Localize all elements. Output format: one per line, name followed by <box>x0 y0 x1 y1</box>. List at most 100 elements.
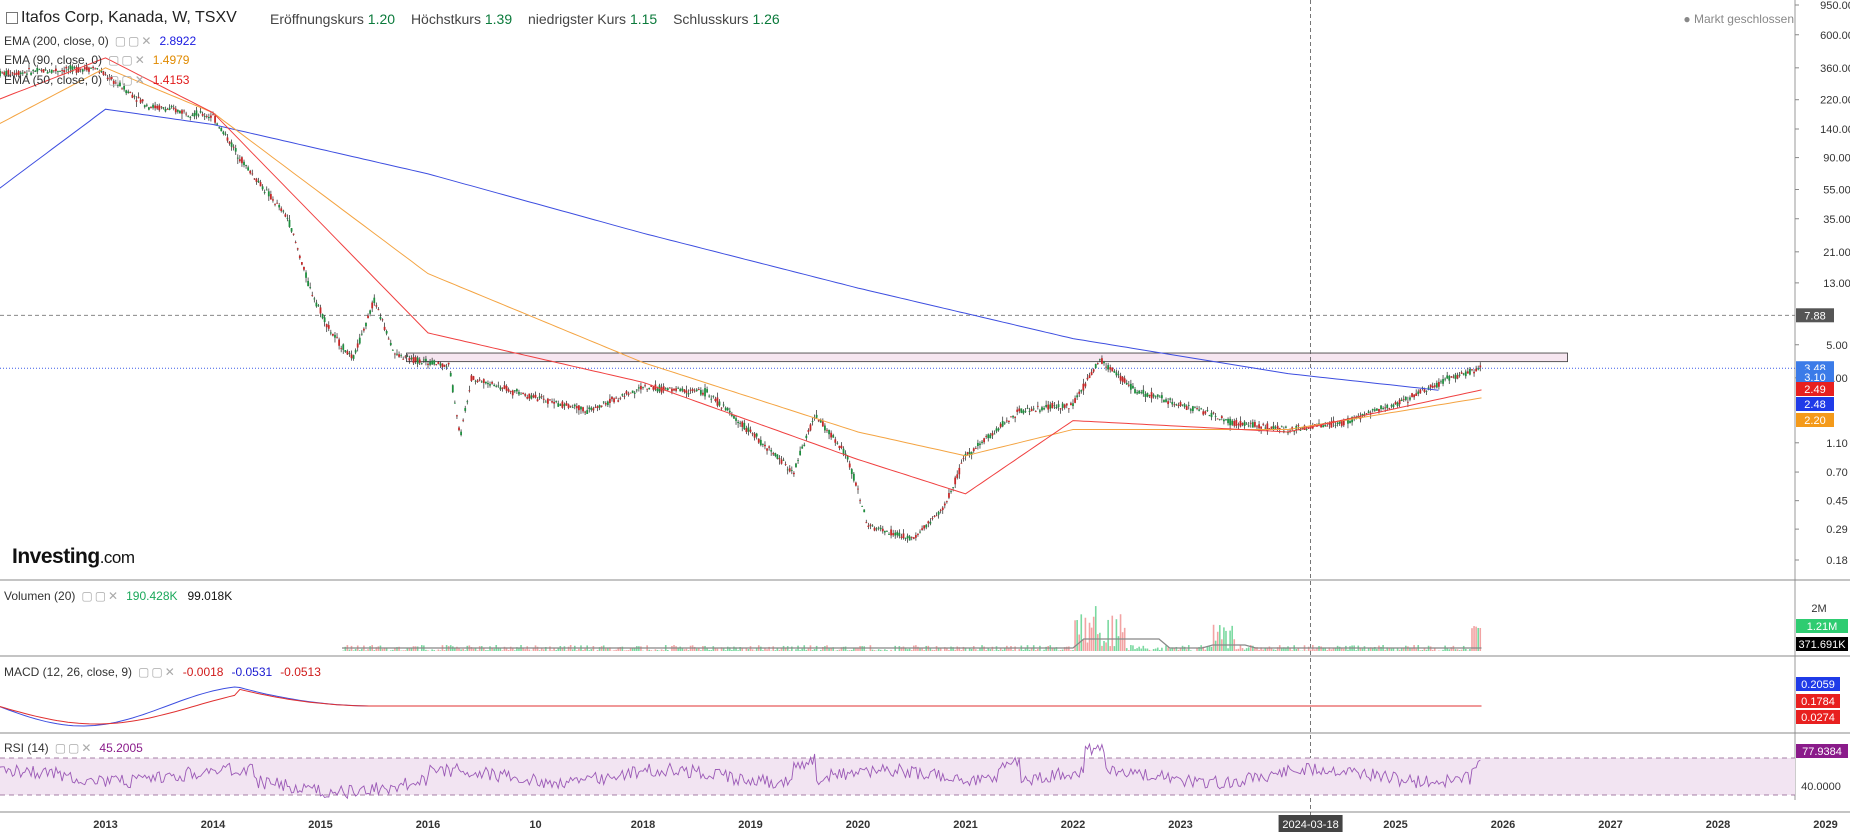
volume-bar <box>396 647 398 651</box>
candle-body <box>228 141 231 144</box>
collapse-icon[interactable] <box>6 11 18 24</box>
ohlc-close-value: 1.26 <box>752 11 780 27</box>
volume-bar <box>1349 646 1351 651</box>
volume-bar <box>722 647 725 651</box>
volume-bar <box>609 647 611 651</box>
candle-body <box>859 500 861 502</box>
volume-bar <box>524 649 526 651</box>
candle-body <box>575 406 578 409</box>
candle-body <box>1220 416 1223 418</box>
volume-bar <box>1045 646 1047 651</box>
ema200-legend[interactable]: EMA (200, close, 0) ▢▢✕ 2.8922 <box>4 34 196 48</box>
candle-body <box>766 448 768 451</box>
ema200-label: EMA (200, close, 0) <box>4 34 109 48</box>
volume-bar <box>377 646 380 651</box>
candle-body <box>431 360 434 365</box>
candle-body <box>1303 425 1306 430</box>
candle-body <box>1415 393 1418 396</box>
candle-body <box>7 70 10 75</box>
candle-body <box>1028 410 1031 412</box>
candle-body <box>815 414 818 418</box>
volume-legend[interactable]: Volumen (20) ▢▢✕ 190.428K 99.018K <box>4 589 232 603</box>
volume-bar <box>1076 620 1078 651</box>
candle-body <box>567 404 570 408</box>
volume-bar <box>919 648 921 651</box>
candle-body <box>1138 390 1141 394</box>
candle-body <box>910 536 913 538</box>
candle-body <box>728 410 731 413</box>
candle-body <box>561 401 564 408</box>
candle-body <box>1030 408 1033 412</box>
candle-body <box>1101 358 1103 364</box>
candle-body <box>102 71 105 75</box>
indicator-controls-icon[interactable]: ▢▢✕ <box>108 73 147 87</box>
volume-bar <box>1121 632 1124 651</box>
candle-body <box>945 501 948 503</box>
candle-body <box>803 444 806 447</box>
candle-body <box>741 421 744 427</box>
volume-bar <box>1043 649 1045 651</box>
volume-bar <box>555 650 557 651</box>
volume-bar <box>439 650 442 651</box>
volume-bar <box>726 646 729 651</box>
volume-bar <box>1119 614 1122 651</box>
volume-bar <box>526 646 529 651</box>
volume-bar <box>1086 642 1089 651</box>
volume-bar <box>1138 646 1140 651</box>
candle-body <box>1448 375 1451 381</box>
volume-bar <box>604 648 607 651</box>
candle-body <box>65 66 68 69</box>
candle-body <box>371 302 374 309</box>
candle-body <box>402 358 405 360</box>
volume-bar <box>1456 649 1459 651</box>
indicator-controls-icon[interactable]: ▢▢✕ <box>138 665 177 679</box>
volume-bar <box>944 647 946 651</box>
rsi-legend[interactable]: RSI (14) ▢▢✕ 45.2005 <box>4 741 143 755</box>
volume-bar <box>675 646 677 651</box>
volume-bar <box>1235 649 1238 651</box>
indicator-controls-icon[interactable]: ▢▢✕ <box>114 34 154 48</box>
price-tick-label: 950.00 <box>1820 0 1850 12</box>
ema-line-1 <box>0 67 1482 457</box>
price-label-box <box>1796 308 1834 323</box>
volume-bar <box>464 650 467 651</box>
candle-body <box>935 515 938 517</box>
volume-bar <box>640 646 642 651</box>
candle-body <box>1328 422 1331 425</box>
indicator-controls-icon[interactable]: ▢▢✕ <box>81 589 121 603</box>
candle-body <box>1435 382 1438 388</box>
volume-bar <box>917 646 919 651</box>
indicator-controls-icon[interactable]: ▢▢✕ <box>54 741 94 755</box>
volume-bar <box>1460 649 1463 651</box>
candle-body <box>207 116 210 119</box>
candle-body <box>1152 394 1155 397</box>
x-tick-label: 2029 <box>1813 819 1837 831</box>
volume-bar <box>499 647 502 651</box>
ema50-legend[interactable]: EMA (50, close, 0) ▢▢✕ 1.4153 <box>4 73 189 87</box>
candle-body <box>900 536 903 538</box>
volume-bar <box>1446 648 1448 651</box>
ema90-legend[interactable]: EMA (90, close, 0) ▢▢✕ 1.4979 <box>4 53 189 67</box>
indicator-controls-icon[interactable]: ▢▢✕ <box>108 53 147 67</box>
macd-label-text: 0.0274 <box>1801 712 1835 724</box>
candle-body <box>174 108 177 113</box>
logo-main: Investing <box>12 545 100 568</box>
volume-bar <box>1154 648 1157 651</box>
volume-bar <box>522 648 524 651</box>
candle-body <box>793 472 795 475</box>
volume-bar <box>540 647 543 651</box>
candle-body <box>263 192 266 193</box>
candle-body <box>1369 412 1372 415</box>
macd-legend[interactable]: MACD (12, 26, close, 9) ▢▢✕ -0.0018 -0.0531… <box>4 665 321 679</box>
candle-body <box>334 334 336 338</box>
candle-body <box>1338 421 1341 424</box>
candle-body <box>1067 408 1070 410</box>
candle-body <box>1132 385 1134 389</box>
volume-bar <box>629 648 632 651</box>
x-tick-label: 2020 <box>846 819 870 831</box>
candle-body <box>121 88 123 90</box>
candle-body <box>716 397 719 406</box>
volume-bar <box>714 648 717 651</box>
volume-bar <box>1359 647 1362 651</box>
